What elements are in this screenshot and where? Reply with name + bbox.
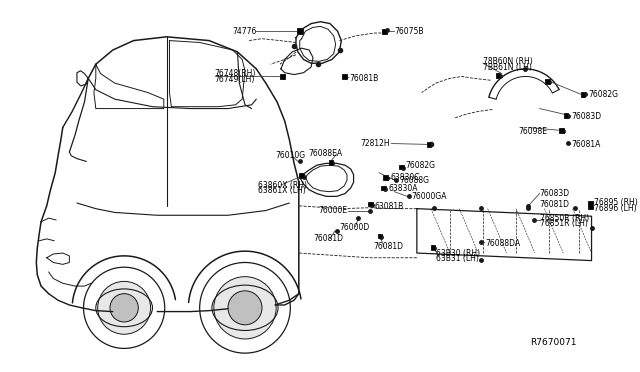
Text: 63B31 (LH): 63B31 (LH) <box>436 254 479 263</box>
Text: 76000E: 76000E <box>318 206 347 215</box>
Text: 76083D: 76083D <box>540 189 570 198</box>
Text: 7BB61N (LH): 7BB61N (LH) <box>483 62 532 71</box>
Bar <box>427 142 431 147</box>
Bar <box>328 160 333 165</box>
Bar <box>342 74 346 79</box>
Text: 76098E: 76098E <box>518 127 547 136</box>
Text: R7670071: R7670071 <box>530 338 577 347</box>
Bar <box>300 173 304 178</box>
Text: 72812H: 72812H <box>361 139 390 148</box>
Bar <box>378 234 382 238</box>
Bar <box>559 128 564 133</box>
Text: 76088DA: 76088DA <box>485 239 520 248</box>
Bar <box>431 245 435 250</box>
Bar <box>297 28 303 35</box>
Text: 63860X (RH): 63860X (RH) <box>258 180 307 190</box>
Text: 76749(LH): 76749(LH) <box>215 75 255 84</box>
Text: 76748(RH): 76748(RH) <box>215 69 256 78</box>
Text: 76081B: 76081B <box>349 74 378 83</box>
Text: 63B30 (RH): 63B30 (RH) <box>436 248 480 257</box>
Text: 76850R (RH): 76850R (RH) <box>540 214 589 222</box>
Bar <box>564 113 568 118</box>
Bar <box>399 165 404 170</box>
Text: 76010G: 76010G <box>275 151 305 160</box>
Text: 76895 (RH): 76895 (RH) <box>595 199 638 208</box>
Bar <box>588 201 593 209</box>
Circle shape <box>98 281 150 334</box>
Text: 76851R (LH): 76851R (LH) <box>540 219 588 228</box>
Bar <box>382 29 387 33</box>
Text: 63861X (LH): 63861X (LH) <box>258 186 306 195</box>
Text: 76081D: 76081D <box>540 201 570 209</box>
Bar <box>381 186 386 190</box>
Text: 76000D: 76000D <box>339 223 370 232</box>
Text: 78B60N (RH): 78B60N (RH) <box>483 57 532 66</box>
Text: 76000GA: 76000GA <box>411 192 447 201</box>
Text: 63830C: 63830C <box>390 173 420 182</box>
Circle shape <box>228 291 262 325</box>
Text: 76088G: 76088G <box>399 176 429 185</box>
Text: 74776: 74776 <box>232 27 257 36</box>
Bar <box>383 175 388 180</box>
Text: 76082G: 76082G <box>406 161 436 170</box>
Text: 76082G: 76082G <box>589 90 619 99</box>
Text: 76081D: 76081D <box>373 242 403 251</box>
Text: 76083D: 76083D <box>572 112 602 121</box>
Text: 76081A: 76081A <box>572 140 601 149</box>
Circle shape <box>214 277 276 339</box>
Circle shape <box>110 294 138 322</box>
Text: 76081D: 76081D <box>313 234 343 243</box>
Bar <box>368 202 373 206</box>
Text: 76075B: 76075B <box>394 27 424 36</box>
Bar <box>545 79 550 84</box>
Bar <box>580 92 586 97</box>
Text: 63081B: 63081B <box>374 202 404 211</box>
Text: 63830A: 63830A <box>388 185 418 193</box>
Text: 76088EA: 76088EA <box>308 150 342 158</box>
Bar <box>496 73 500 78</box>
Bar <box>280 74 285 79</box>
Text: 76896 (LH): 76896 (LH) <box>595 204 637 213</box>
